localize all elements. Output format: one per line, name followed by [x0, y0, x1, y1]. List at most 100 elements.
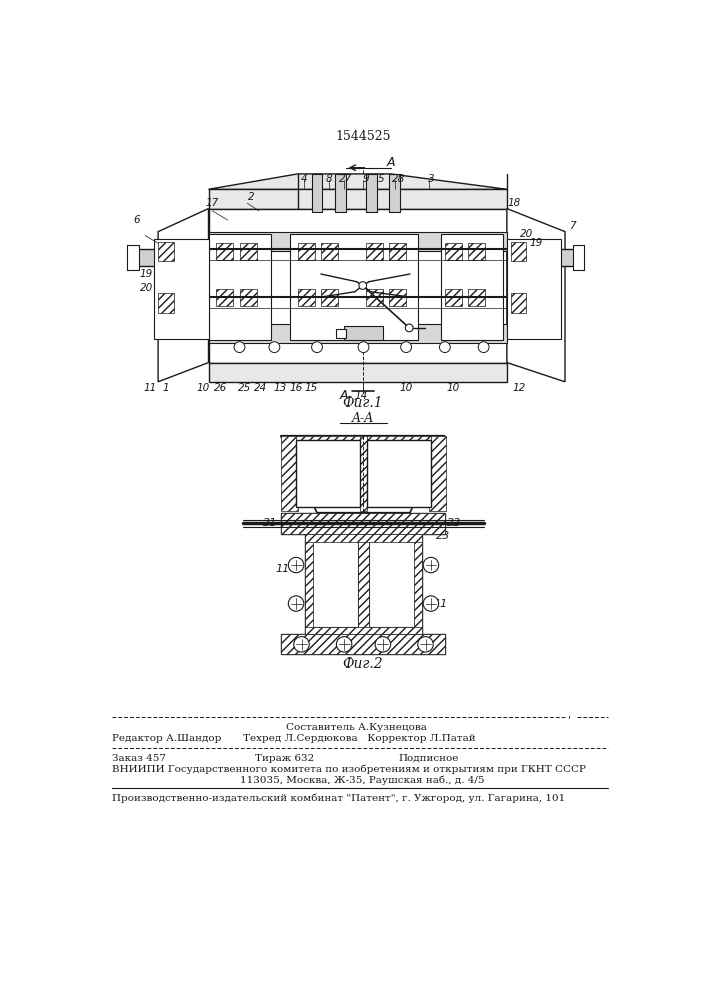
Bar: [366, 174, 377, 212]
Text: 1: 1: [163, 383, 169, 393]
Polygon shape: [209, 189, 507, 209]
Bar: [296, 436, 360, 443]
Circle shape: [375, 637, 391, 652]
Text: 28: 28: [392, 174, 405, 184]
Bar: [389, 289, 406, 306]
Bar: [158, 242, 174, 261]
Circle shape: [288, 596, 304, 611]
Bar: [281, 513, 445, 534]
Bar: [389, 174, 400, 212]
Bar: [344, 326, 383, 340]
Text: 22: 22: [447, 518, 461, 528]
Circle shape: [418, 637, 433, 652]
Text: 5: 5: [378, 174, 385, 184]
Text: 4: 4: [300, 174, 307, 184]
Circle shape: [478, 342, 489, 353]
Bar: [312, 174, 322, 212]
Circle shape: [234, 342, 245, 353]
Bar: [538, 249, 580, 266]
Text: 23: 23: [436, 531, 450, 541]
Bar: [369, 540, 416, 627]
Text: 1544525: 1544525: [335, 130, 390, 143]
Text: ВНИИПИ Государственного комитета по изобретениям и открытиям при ГКНТ СССР: ВНИИПИ Государственного комитета по изоб…: [112, 764, 585, 774]
Circle shape: [337, 637, 352, 652]
Circle shape: [288, 557, 304, 573]
Bar: [445, 289, 462, 306]
Text: 113035, Москва, Ж-35, Раушская наб., д. 4/5: 113035, Москва, Ж-35, Раушская наб., д. …: [240, 775, 485, 785]
Circle shape: [358, 342, 369, 353]
Polygon shape: [158, 209, 209, 382]
Polygon shape: [209, 174, 507, 189]
Text: 2: 2: [248, 192, 255, 202]
Bar: [154, 239, 209, 339]
Text: 21: 21: [262, 518, 277, 528]
Text: 20: 20: [520, 229, 533, 239]
Bar: [298, 289, 315, 306]
Circle shape: [401, 342, 411, 353]
Text: 16: 16: [289, 383, 303, 393]
Bar: [441, 234, 503, 340]
Text: 3: 3: [428, 174, 434, 184]
Bar: [127, 245, 139, 270]
Bar: [321, 289, 338, 306]
Text: 10: 10: [399, 383, 413, 393]
Bar: [305, 534, 421, 542]
Text: Тираж 632: Тираж 632: [255, 754, 314, 763]
Bar: [445, 243, 462, 260]
Bar: [209, 232, 507, 251]
Bar: [335, 174, 346, 212]
Bar: [358, 534, 369, 634]
Text: Составитель А.Кузнецова: Составитель А.Кузнецова: [286, 723, 427, 732]
Bar: [573, 245, 585, 270]
Circle shape: [405, 324, 413, 332]
Text: 8: 8: [325, 174, 332, 184]
Text: ,: ,: [567, 710, 571, 720]
Polygon shape: [209, 363, 507, 382]
Bar: [337, 329, 346, 338]
Text: A-A: A-A: [351, 412, 374, 425]
Text: 25: 25: [238, 383, 252, 393]
Bar: [290, 234, 418, 340]
Bar: [507, 239, 561, 339]
Polygon shape: [507, 209, 565, 382]
Text: A: A: [340, 389, 349, 402]
Circle shape: [359, 282, 367, 289]
Text: Редактор А.Шандор: Редактор А.Шандор: [112, 734, 221, 743]
Text: 19: 19: [530, 238, 543, 248]
Circle shape: [293, 637, 309, 652]
Text: 12: 12: [513, 383, 526, 393]
Text: Фиг.2: Фиг.2: [342, 657, 383, 671]
Text: 15: 15: [305, 383, 318, 393]
Bar: [305, 534, 421, 634]
Text: Заказ 457: Заказ 457: [112, 754, 165, 763]
Text: 13: 13: [274, 383, 287, 393]
Circle shape: [423, 557, 438, 573]
Bar: [305, 627, 421, 634]
Bar: [209, 324, 507, 343]
Text: 24: 24: [254, 383, 267, 393]
Text: 26: 26: [214, 383, 227, 393]
Bar: [131, 249, 174, 266]
Bar: [281, 436, 298, 511]
Bar: [366, 243, 383, 260]
Bar: [281, 634, 445, 654]
Bar: [468, 243, 485, 260]
Circle shape: [440, 342, 450, 353]
Bar: [296, 440, 360, 507]
Text: 10: 10: [197, 383, 210, 393]
Bar: [389, 243, 406, 260]
Circle shape: [269, 342, 280, 353]
Text: 10: 10: [446, 383, 460, 393]
Bar: [158, 293, 174, 312]
Text: A: A: [386, 156, 395, 169]
Text: 6: 6: [133, 215, 140, 225]
Bar: [368, 436, 431, 443]
Text: 14: 14: [354, 391, 368, 401]
Text: Производственно-издательский комбинат "Патент", г. Ужгород, ул. Гагарина, 101: Производственно-издательский комбинат "П…: [112, 794, 565, 803]
Bar: [216, 243, 233, 260]
Circle shape: [423, 596, 438, 611]
Text: 7: 7: [569, 221, 576, 231]
Bar: [281, 513, 445, 534]
Text: 9: 9: [363, 174, 369, 184]
Text: 11: 11: [144, 383, 157, 393]
